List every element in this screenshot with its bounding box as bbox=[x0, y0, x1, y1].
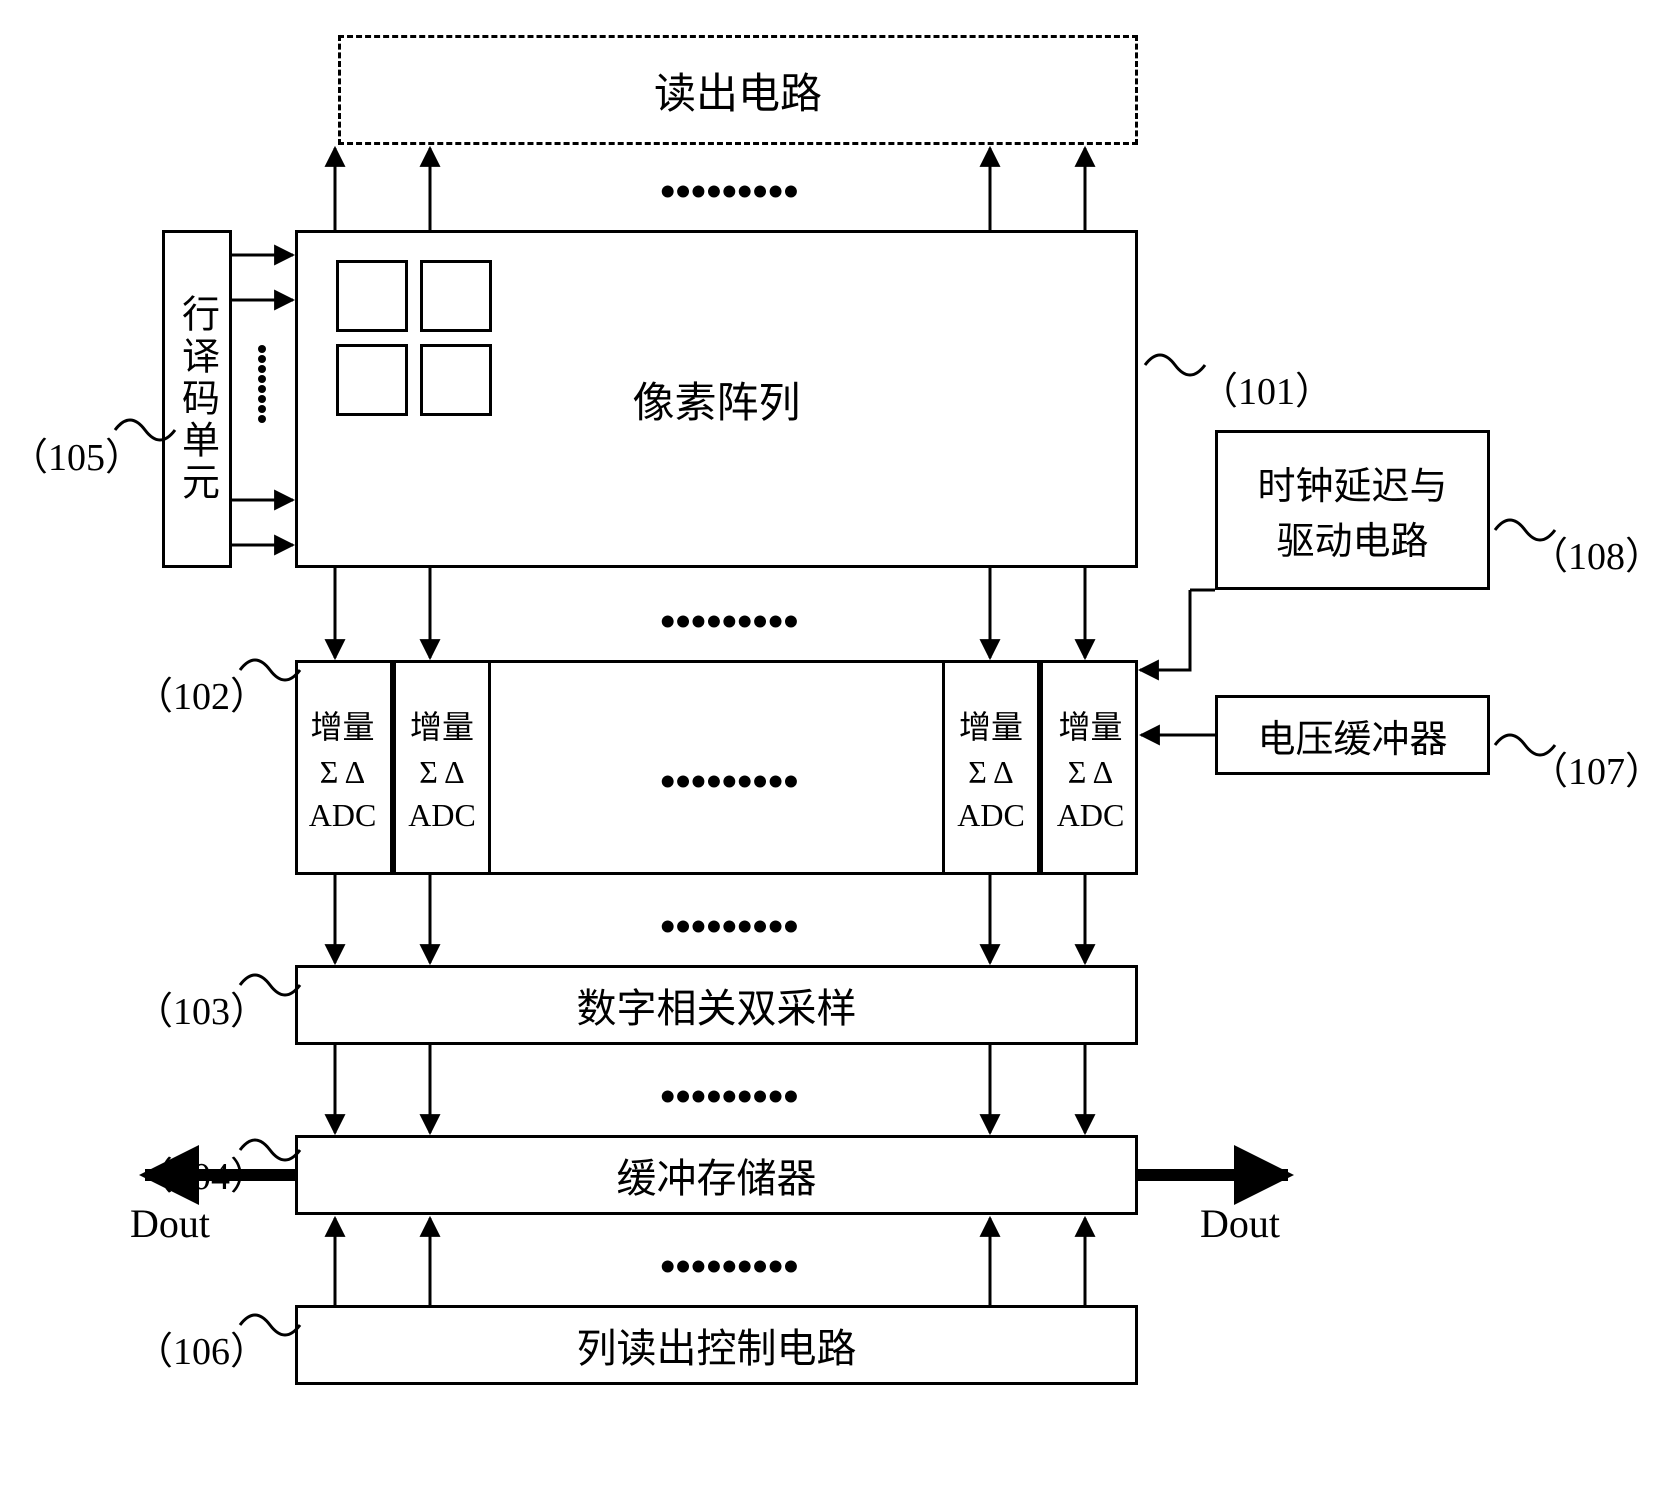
pixel-array-label: 像素阵列 bbox=[632, 369, 800, 430]
ref-105: （105） bbox=[10, 426, 143, 481]
column-readout-box: 列读出控制电路 bbox=[295, 1305, 1138, 1385]
pixel-square bbox=[420, 260, 492, 332]
ref-108: （108） bbox=[1530, 525, 1655, 580]
dcds-label: 数字相关双采样 bbox=[577, 976, 857, 1034]
voltage-buffer-label: 电压缓冲器 bbox=[1257, 708, 1447, 763]
adc-cell: 增量 Σ Δ ADC bbox=[942, 660, 1040, 875]
readout-circuit-label: 读出电路 bbox=[654, 60, 822, 121]
dots-adc-dcds: ••••••••• bbox=[660, 905, 799, 949]
diagram-root: 读出电路 像素阵列 行译码单元 增量 Σ Δ ADC 增量 Σ Δ ADC 增量… bbox=[0, 0, 1655, 1496]
dots-adc-mid: ••••••••• bbox=[660, 760, 799, 804]
dout-right-label: Dout bbox=[1200, 1200, 1280, 1247]
column-readout-label: 列读出控制电路 bbox=[577, 1316, 857, 1374]
ref-104: （104） bbox=[135, 1145, 268, 1200]
clock-l1: 时钟延迟与 bbox=[1257, 455, 1447, 510]
row-decoder-label: 行译码单元 bbox=[170, 294, 225, 504]
pixel-square bbox=[336, 260, 408, 332]
pixel-square bbox=[420, 344, 492, 416]
vdots-row-decoder bbox=[258, 345, 266, 423]
adc-cell: 增量 Σ Δ ADC bbox=[1040, 660, 1138, 875]
dots-buf-col: ••••••••• bbox=[660, 1245, 799, 1289]
ref-106: （106） bbox=[135, 1320, 268, 1375]
dout-left-label: Dout bbox=[130, 1200, 210, 1247]
readout-circuit-box: 读出电路 bbox=[338, 35, 1138, 145]
ref-101: （101） bbox=[1200, 360, 1333, 415]
buffer-memory-label: 缓冲存储器 bbox=[617, 1146, 817, 1204]
voltage-buffer-box: 电压缓冲器 bbox=[1215, 695, 1490, 775]
ref-102: （102） bbox=[135, 665, 268, 720]
dcds-box: 数字相关双采样 bbox=[295, 965, 1138, 1045]
row-decoder-box: 行译码单元 bbox=[162, 230, 232, 568]
ref-107: （107） bbox=[1530, 740, 1655, 795]
pixel-square bbox=[336, 344, 408, 416]
adc-cell: 增量 Σ Δ ADC bbox=[393, 660, 491, 875]
dots-top: ••••••••• bbox=[660, 170, 799, 214]
buffer-memory-box: 缓冲存储器 bbox=[295, 1135, 1138, 1215]
dots-pa-adc: ••••••••• bbox=[660, 600, 799, 644]
ref-103: （103） bbox=[135, 980, 268, 1035]
adc-cell: 增量 Σ Δ ADC bbox=[295, 660, 393, 875]
clock-l2: 驱动电路 bbox=[1276, 510, 1428, 565]
clock-delay-driver-box: 时钟延迟与 驱动电路 bbox=[1215, 430, 1490, 590]
dots-dcds-buf: ••••••••• bbox=[660, 1075, 799, 1119]
